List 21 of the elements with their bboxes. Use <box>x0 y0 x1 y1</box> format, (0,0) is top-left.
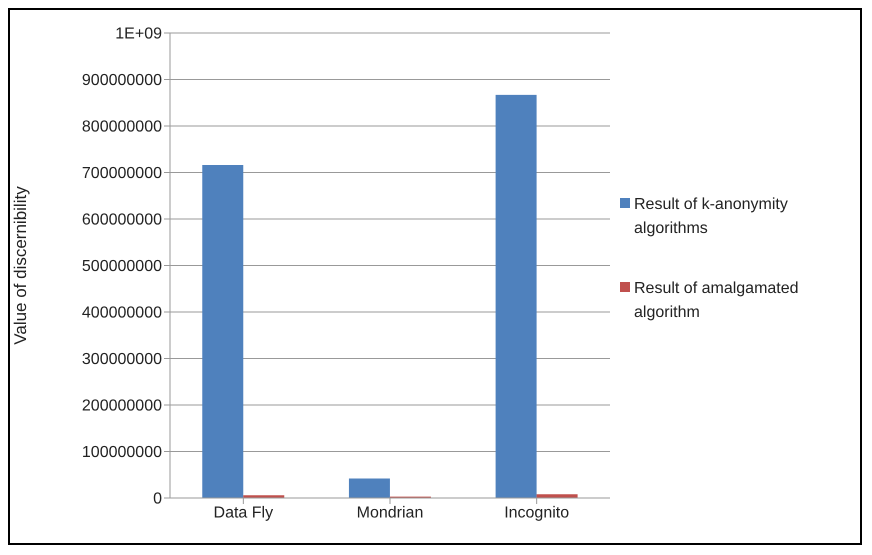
y-tick-label: 600000000 <box>82 212 162 229</box>
y-tick-label: 400000000 <box>82 304 162 322</box>
x-tick-label: Data Fly <box>214 504 274 522</box>
bar <box>496 94 537 498</box>
bar <box>202 165 244 498</box>
bar <box>348 478 390 498</box>
y-tick-label: 200000000 <box>82 398 162 415</box>
bar <box>243 495 284 498</box>
y-tick-label: 700000000 <box>82 165 162 182</box>
y-tick-label: 0 <box>153 490 162 508</box>
y-tick-label: 900000000 <box>82 72 162 90</box>
legend-label: Result of k-anonymity algorithms <box>634 194 789 238</box>
legend-label: Result of amalgamated algorithm <box>634 278 800 322</box>
y-tick-label: 800000000 <box>82 118 162 136</box>
y-tick-label: 500000000 <box>82 258 162 276</box>
y-axis-title: Value of discernibility <box>11 186 30 345</box>
x-tick-label: Incognito <box>504 504 570 522</box>
x-tick-label: Mondrian <box>356 504 424 522</box>
y-tick-label: 300000000 <box>82 351 162 368</box>
y-tick-label: 100000000 <box>82 444 162 462</box>
y-tick-label: 1E+09 <box>115 26 162 43</box>
